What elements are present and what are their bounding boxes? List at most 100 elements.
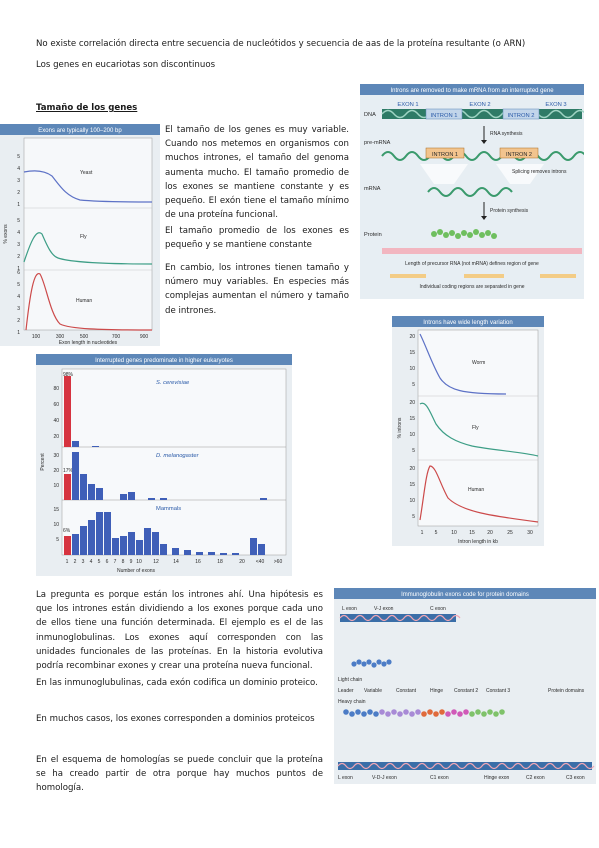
svg-text:20: 20 [487, 530, 493, 536]
svg-text:20: 20 [53, 434, 59, 440]
svg-text:V-D-J exon: V-D-J exon [372, 775, 397, 781]
svg-text:3: 3 [17, 306, 20, 312]
svg-text:5: 5 [435, 530, 438, 536]
svg-text:EXON 3: EXON 3 [545, 102, 566, 108]
svg-text:INTRON 2: INTRON 2 [507, 113, 534, 119]
para-hypothesis: La pregunta es porque están los intrones… [36, 590, 323, 672]
series-yeast: Yeast [80, 170, 93, 176]
svg-text:<40: <40 [256, 559, 265, 565]
svg-text:2: 2 [74, 559, 77, 565]
svg-text:1: 1 [17, 266, 20, 272]
svg-text:15: 15 [409, 350, 415, 356]
svg-text:Hinge exon: Hinge exon [484, 775, 510, 781]
svg-text:40: 40 [53, 418, 59, 424]
svg-text:C exon: C exon [430, 606, 446, 612]
svg-text:Constant 2: Constant 2 [454, 688, 478, 694]
svg-text:1: 1 [66, 559, 69, 565]
svg-text:5: 5 [412, 448, 415, 454]
svg-text:>60: >60 [274, 559, 283, 565]
svg-text:10: 10 [409, 498, 415, 504]
para-exon-size: El tamaño promedio de los exones es pequ… [165, 226, 349, 251]
svg-text:10: 10 [409, 432, 415, 438]
intro-line-1: No existe correlación directa entre secu… [36, 39, 526, 49]
figure-interrupted-gene: Introns are removed to make mRNA from an… [360, 84, 584, 299]
svg-text:3: 3 [82, 559, 85, 565]
svg-text:EXON 2: EXON 2 [469, 102, 490, 108]
svg-text:% introns: % introns [397, 417, 403, 438]
svg-text:4: 4 [17, 230, 20, 236]
svg-text:10: 10 [409, 366, 415, 372]
svg-text:2: 2 [17, 190, 20, 196]
svg-text:98%: 98% [63, 372, 74, 378]
fig-exons-ylabel: % exons [3, 224, 9, 244]
figure-immunoglobulin: Immunoglobulin exons code for protein do… [334, 588, 596, 784]
svg-text:INTRON 1: INTRON 1 [432, 152, 458, 158]
svg-text:Number of exons: Number of exons [117, 568, 156, 574]
figure-exon-length: Exons are typically 100–200 bp % exons 5… [0, 124, 160, 346]
svg-text:20: 20 [409, 334, 415, 340]
svg-text:RNA synthesis: RNA synthesis [490, 131, 523, 137]
svg-text:Light chain: Light chain [338, 677, 362, 683]
para-immunoglobulins: En las inmunoglubulinas, cada exón codif… [36, 678, 318, 688]
svg-text:15: 15 [53, 507, 59, 513]
svg-text:2: 2 [17, 254, 20, 260]
para-gene-size: El tamaño de los genes es muy variable. … [165, 125, 349, 221]
svg-text:Human: Human [468, 487, 484, 493]
figure-exon-number: Interrupted genes predominate in higher … [36, 354, 292, 576]
svg-text:15: 15 [409, 482, 415, 488]
svg-text:20: 20 [409, 466, 415, 472]
svg-text:30: 30 [53, 453, 59, 459]
svg-text:900: 900 [140, 334, 149, 340]
svg-text:Percent: Percent [40, 453, 46, 471]
svg-text:5: 5 [412, 514, 415, 520]
svg-text:INTRON 1: INTRON 1 [430, 113, 457, 119]
svg-text:Intron length in kb: Intron length in kb [458, 539, 498, 545]
para-homology: En el esquema de homologías se puede con… [36, 755, 323, 794]
svg-text:12: 12 [153, 559, 159, 565]
svg-text:Protein: Protein [364, 232, 382, 238]
svg-text:17%: 17% [63, 468, 74, 474]
svg-text:10: 10 [53, 483, 59, 489]
svg-text:S. cerevisiae: S. cerevisiae [156, 380, 190, 386]
svg-text:60: 60 [53, 402, 59, 408]
svg-text:7: 7 [114, 559, 117, 565]
svg-text:700: 700 [112, 334, 121, 340]
svg-text:4: 4 [90, 559, 93, 565]
svg-text:10: 10 [136, 559, 142, 565]
svg-text:5: 5 [17, 282, 20, 288]
svg-text:3: 3 [17, 178, 20, 184]
svg-text:25: 25 [507, 530, 513, 536]
svg-text:Leader: Leader [338, 688, 354, 694]
svg-text:5: 5 [98, 559, 101, 565]
svg-text:6: 6 [17, 270, 20, 276]
svg-text:Constant: Constant [396, 688, 417, 694]
para-domains: En muchos casos, los exones corresponden… [36, 714, 315, 724]
svg-text:15: 15 [469, 530, 475, 536]
svg-text:100: 100 [32, 334, 41, 340]
svg-text:18: 18 [217, 559, 223, 565]
series-fly: Fly [80, 234, 87, 240]
svg-text:EXON 1: EXON 1 [397, 102, 418, 108]
svg-text:20: 20 [53, 468, 59, 474]
svg-text:80: 80 [53, 386, 59, 392]
svg-text:6%: 6% [63, 528, 71, 534]
svg-text:10: 10 [451, 530, 457, 536]
svg-text:1: 1 [17, 330, 20, 336]
svg-text:Splicing removes introns: Splicing removes introns [512, 169, 567, 175]
svg-text:5: 5 [56, 537, 59, 543]
svg-text:Hinge: Hinge [430, 688, 443, 694]
svg-text:L exon: L exon [342, 606, 357, 612]
svg-text:DNA: DNA [364, 112, 376, 118]
svg-text:C2 exon: C2 exon [526, 775, 545, 781]
svg-text:2: 2 [17, 318, 20, 324]
fig-interrupted-title: Introns are removed to make mRNA from an… [390, 88, 554, 94]
svg-text:Constant 3: Constant 3 [486, 688, 510, 694]
svg-text:15: 15 [409, 416, 415, 422]
svg-text:4: 4 [17, 294, 20, 300]
fig-introns-title: Introns have wide length variation [423, 320, 512, 326]
svg-text:pre-mRNA: pre-mRNA [364, 140, 391, 146]
svg-text:16: 16 [195, 559, 201, 565]
svg-text:1: 1 [17, 202, 20, 208]
svg-text:Length of precursor RNA (not m: Length of precursor RNA (not mRNA) defin… [405, 261, 539, 267]
svg-text:C1 exon: C1 exon [430, 775, 449, 781]
